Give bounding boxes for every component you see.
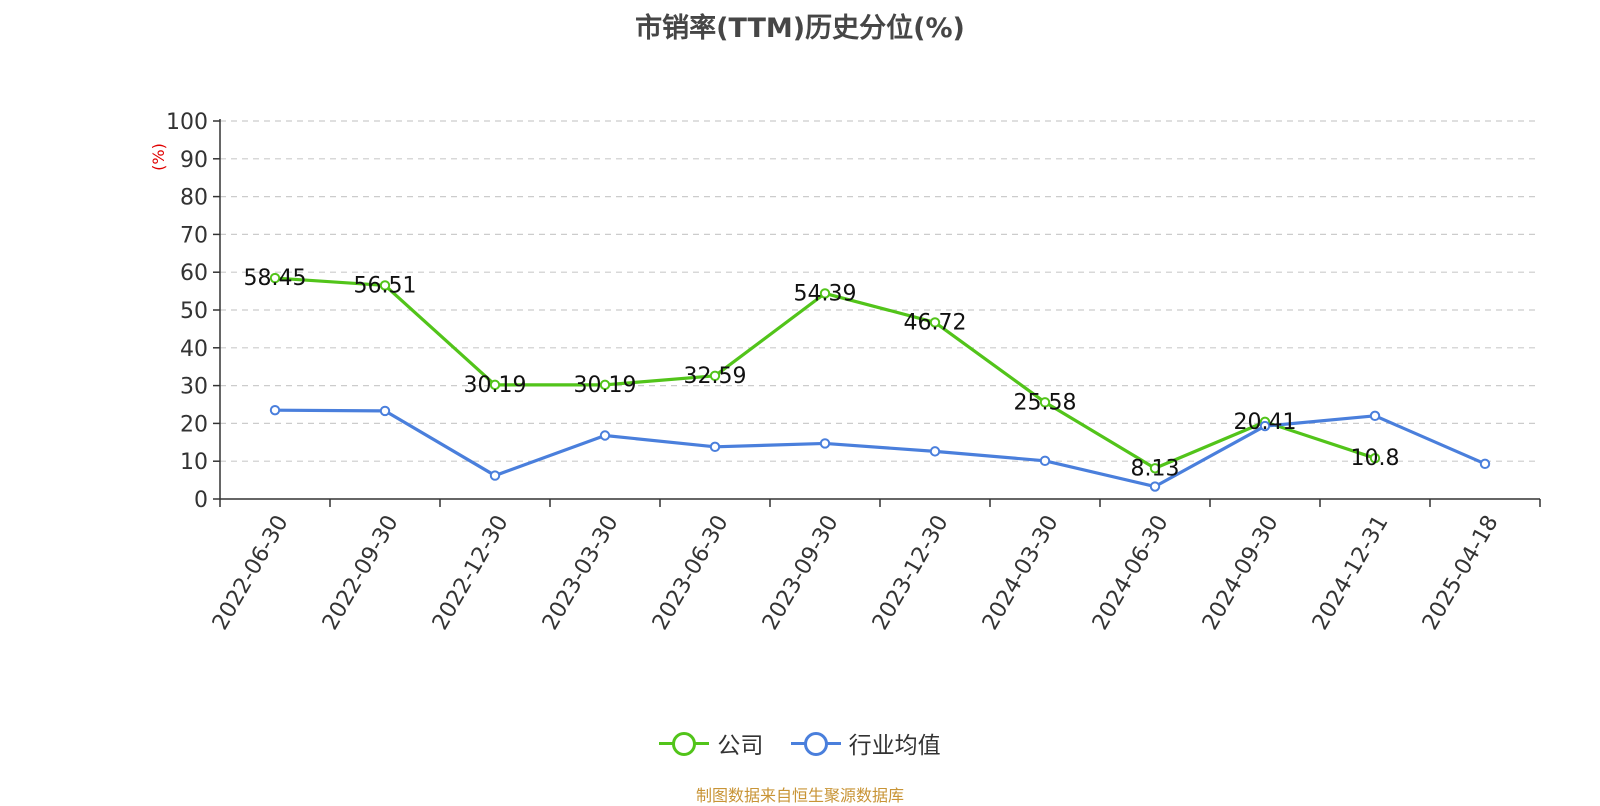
legend-label-company: 公司	[717, 733, 764, 759]
data-point	[1149, 463, 1161, 474]
y-tick-label: 10	[180, 450, 208, 475]
data-point	[709, 370, 721, 382]
series-lines	[269, 272, 1491, 492]
data-label: 54.39	[794, 281, 857, 306]
x-tick-label: 2023-06-30	[648, 511, 734, 634]
legend-item-industry-avg[interactable]: 行业均值	[790, 726, 941, 760]
data-label: 30.19	[464, 373, 527, 398]
x-tick-label: 2024-06-30	[1088, 511, 1174, 634]
data-label: 30.19	[574, 373, 637, 398]
source-note: 制图数据来自恒生聚源数据库	[695, 786, 904, 805]
grid-lines	[220, 120, 1540, 462]
data-point	[929, 446, 941, 457]
data-point	[819, 438, 831, 449]
x-tick-label: 2023-09-30	[758, 511, 844, 634]
data-point	[709, 441, 721, 453]
data-point	[269, 272, 281, 284]
y-tick-label: 60	[180, 261, 208, 286]
data-point	[1149, 481, 1161, 492]
legend-item-company[interactable]: 公司	[659, 726, 763, 760]
y-tick-label: 50	[180, 299, 208, 324]
data-point	[489, 470, 501, 481]
data-label: 20.41	[1234, 410, 1297, 435]
data-point	[599, 379, 611, 391]
data-point	[269, 404, 281, 416]
data-point	[929, 317, 941, 328]
data-point	[1039, 455, 1051, 467]
x-tick-label: 2025-04-18	[1418, 511, 1504, 634]
x-tick-label: 2023-12-30	[868, 511, 954, 634]
data-label: 56.51	[354, 273, 417, 298]
data-label: 10.8	[1351, 446, 1400, 471]
data-label: 8.13	[1131, 456, 1180, 481]
legend-swatch-company-icon	[659, 731, 710, 756]
x-tick-label: 2023-03-30	[538, 511, 624, 634]
x-tick-label: 2022-09-30	[318, 511, 404, 634]
legend-label-industry-avg: 行业均值	[848, 733, 941, 759]
y-tick-label: 20	[180, 412, 208, 437]
data-label: 46.72	[904, 310, 967, 335]
y-tick-label: 80	[180, 186, 208, 211]
legend: 公司 行业均值	[0, 726, 1600, 761]
data-label: 32.59	[684, 364, 747, 389]
y-tick-label: 90	[180, 148, 208, 173]
data-point	[819, 288, 831, 299]
axes: 0 10 20 30 40 50 60 70 80 90 100 (%) 2022-06-30 2022-…	[149, 110, 1541, 634]
x-tick-label: 2022-06-30	[208, 511, 294, 634]
data-point	[1369, 452, 1381, 464]
y-tick-label: 0	[194, 488, 208, 513]
data-point	[1259, 420, 1271, 432]
data-label: 58.45	[244, 266, 307, 291]
x-tick-label: 2024-09-30	[1198, 511, 1284, 634]
chart-title: 市销率(TTM)历史分位(%)	[635, 13, 965, 44]
x-tick-label: 2024-12-31	[1308, 511, 1394, 634]
y-tick-label: 30	[180, 375, 208, 400]
x-tick-label: 2024-03-30	[978, 511, 1064, 634]
data-point	[599, 430, 611, 441]
x-tick-label: 2022-12-30	[428, 511, 514, 634]
series-line-1	[274, 408, 1486, 489]
data-point	[1039, 397, 1051, 408]
y-axis-label: (%)	[149, 143, 168, 171]
data-label: 25.58	[1014, 390, 1077, 415]
data-point	[379, 405, 391, 417]
legend-swatch-industry-icon	[790, 731, 841, 756]
data-point	[489, 379, 501, 391]
data-labels: 58.45 56.51 30.19 30.19 32.59 54.39 46.72 25.58…	[244, 266, 1400, 481]
y-tick-label: 40	[180, 337, 208, 362]
data-point	[1479, 458, 1491, 470]
y-tick-label: 100	[166, 110, 208, 135]
data-point	[1369, 410, 1381, 422]
data-point	[379, 280, 391, 291]
y-tick-label: 70	[180, 223, 208, 248]
